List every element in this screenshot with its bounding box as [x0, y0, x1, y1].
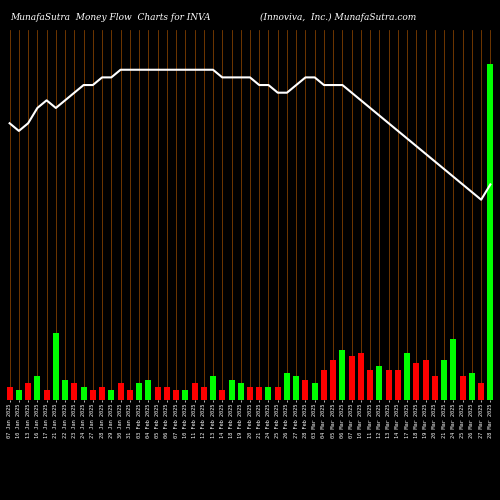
Bar [72, 383, 78, 400]
Bar [340, 350, 345, 400]
Bar [62, 380, 68, 400]
Bar [25, 383, 31, 400]
Bar [34, 376, 40, 400]
Bar [321, 370, 327, 400]
Bar [228, 380, 234, 400]
Bar [6, 386, 12, 400]
Bar [192, 383, 198, 400]
Bar [422, 360, 428, 400]
Bar [108, 390, 114, 400]
Bar [201, 386, 207, 400]
Text: MunafaSutra  Money Flow  Charts for INVA: MunafaSutra Money Flow Charts for INVA [10, 12, 210, 22]
Bar [154, 386, 160, 400]
Bar [330, 360, 336, 400]
Bar [274, 386, 280, 400]
Bar [118, 383, 124, 400]
Bar [376, 366, 382, 400]
Bar [53, 332, 59, 400]
Bar [90, 390, 96, 400]
Bar [210, 376, 216, 400]
Bar [450, 340, 456, 400]
Bar [395, 370, 401, 400]
Bar [478, 383, 484, 400]
Bar [247, 386, 253, 400]
Bar [488, 64, 494, 400]
Bar [432, 376, 438, 400]
Bar [238, 383, 244, 400]
Bar [44, 390, 50, 400]
Bar [16, 390, 22, 400]
Bar [256, 386, 262, 400]
Bar [146, 380, 152, 400]
Bar [386, 370, 392, 400]
Bar [367, 370, 373, 400]
Bar [358, 353, 364, 400]
Bar [220, 390, 226, 400]
Bar [284, 373, 290, 400]
Bar [312, 383, 318, 400]
Bar [441, 360, 447, 400]
Bar [460, 376, 466, 400]
Bar [266, 386, 272, 400]
Bar [173, 390, 179, 400]
Bar [182, 390, 188, 400]
Bar [136, 383, 142, 400]
Bar [80, 386, 86, 400]
Bar [404, 353, 410, 400]
Bar [469, 373, 475, 400]
Bar [293, 376, 299, 400]
Bar [348, 356, 354, 400]
Text: (Innoviva,  Inc.) MunafaSutra.com: (Innoviva, Inc.) MunafaSutra.com [260, 12, 416, 22]
Bar [302, 380, 308, 400]
Bar [414, 363, 420, 400]
Bar [127, 390, 133, 400]
Bar [164, 386, 170, 400]
Bar [99, 386, 105, 400]
